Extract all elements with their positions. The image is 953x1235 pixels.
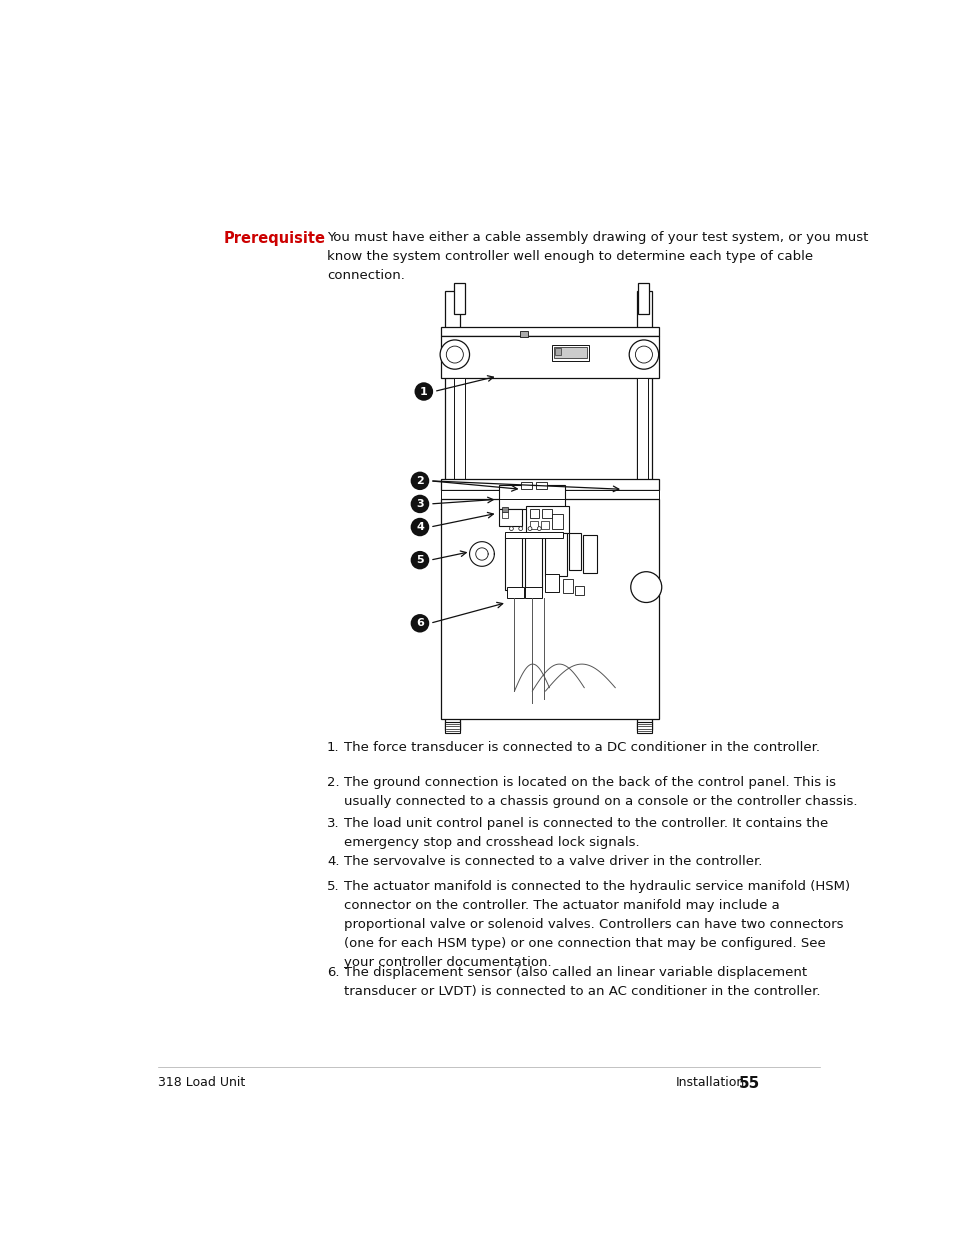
Bar	[440, 336, 659, 378]
Circle shape	[439, 340, 469, 369]
Bar	[454, 283, 464, 314]
Text: 4: 4	[416, 522, 423, 532]
Bar	[501, 508, 508, 511]
Text: 5: 5	[416, 556, 423, 566]
Bar	[506, 587, 523, 598]
Text: 2.: 2.	[327, 776, 339, 789]
Circle shape	[415, 383, 433, 401]
Bar	[555, 348, 560, 354]
Circle shape	[528, 526, 532, 531]
Bar	[501, 511, 508, 517]
Bar	[530, 509, 538, 517]
Bar	[542, 509, 551, 517]
Bar	[530, 521, 537, 529]
Text: 5.: 5.	[327, 879, 339, 893]
Text: The ground connection is located on the back of the control panel. This is
usual: The ground connection is located on the …	[344, 776, 857, 808]
Text: 2: 2	[416, 475, 423, 485]
Bar	[454, 378, 464, 487]
Bar	[444, 290, 459, 730]
Bar	[498, 484, 564, 509]
Text: Prerequisite: Prerequisite	[224, 231, 326, 246]
Text: The force transducer is connected to a DC conditioner in the controller.: The force transducer is connected to a D…	[344, 741, 820, 755]
Text: The actuator manifold is connected to the hydraulic service manifold (HSM)
conne: The actuator manifold is connected to th…	[344, 879, 849, 968]
Bar	[440, 499, 659, 719]
Bar	[525, 535, 542, 590]
Bar	[551, 345, 588, 362]
Circle shape	[410, 551, 429, 569]
Bar	[637, 378, 647, 487]
Text: 1: 1	[419, 387, 427, 396]
Text: 1.: 1.	[327, 741, 339, 755]
Bar	[505, 531, 562, 537]
Bar	[498, 509, 521, 526]
Circle shape	[446, 346, 463, 363]
Bar	[545, 574, 558, 593]
Bar	[521, 483, 532, 489]
Bar	[536, 483, 546, 489]
Text: Installation: Installation	[675, 1076, 744, 1089]
Circle shape	[410, 614, 429, 632]
Text: 6.: 6.	[327, 966, 339, 979]
Circle shape	[410, 472, 429, 490]
Circle shape	[410, 517, 429, 536]
Bar	[562, 579, 573, 593]
Text: The servovalve is connected to a valve driver in the controller.: The servovalve is connected to a valve d…	[344, 855, 761, 868]
Bar	[568, 534, 580, 571]
Bar	[637, 721, 652, 732]
Text: 6: 6	[416, 619, 423, 629]
Bar	[540, 521, 548, 529]
Text: 3: 3	[416, 499, 423, 509]
Bar	[440, 479, 659, 490]
Bar	[525, 587, 542, 598]
Circle shape	[410, 495, 429, 514]
Circle shape	[509, 526, 513, 531]
Text: 4.: 4.	[327, 855, 339, 868]
Text: 3.: 3.	[327, 816, 339, 830]
Text: You must have either a cable assembly drawing of your test system, or you must
k: You must have either a cable assembly dr…	[327, 231, 867, 282]
Bar	[440, 490, 659, 499]
Circle shape	[537, 526, 540, 531]
Bar	[519, 331, 527, 337]
Bar	[554, 347, 586, 358]
Bar	[637, 290, 652, 730]
Circle shape	[629, 340, 658, 369]
Bar	[505, 535, 521, 590]
Bar	[637, 283, 648, 314]
Bar	[582, 535, 596, 573]
Circle shape	[635, 346, 652, 363]
Bar	[551, 514, 562, 530]
Bar	[525, 506, 568, 534]
Bar	[444, 721, 459, 732]
Bar	[440, 327, 659, 336]
Text: 318 Load Unit: 318 Load Unit	[158, 1076, 245, 1089]
Bar	[575, 585, 583, 595]
Bar	[545, 534, 567, 576]
Text: 55: 55	[739, 1076, 760, 1091]
Text: The load unit control panel is connected to the controller. It contains the
emer: The load unit control panel is connected…	[344, 816, 827, 848]
Circle shape	[518, 526, 522, 531]
Text: The displacement sensor (also called an linear variable displacement
transducer : The displacement sensor (also called an …	[344, 966, 820, 998]
Circle shape	[630, 572, 661, 603]
